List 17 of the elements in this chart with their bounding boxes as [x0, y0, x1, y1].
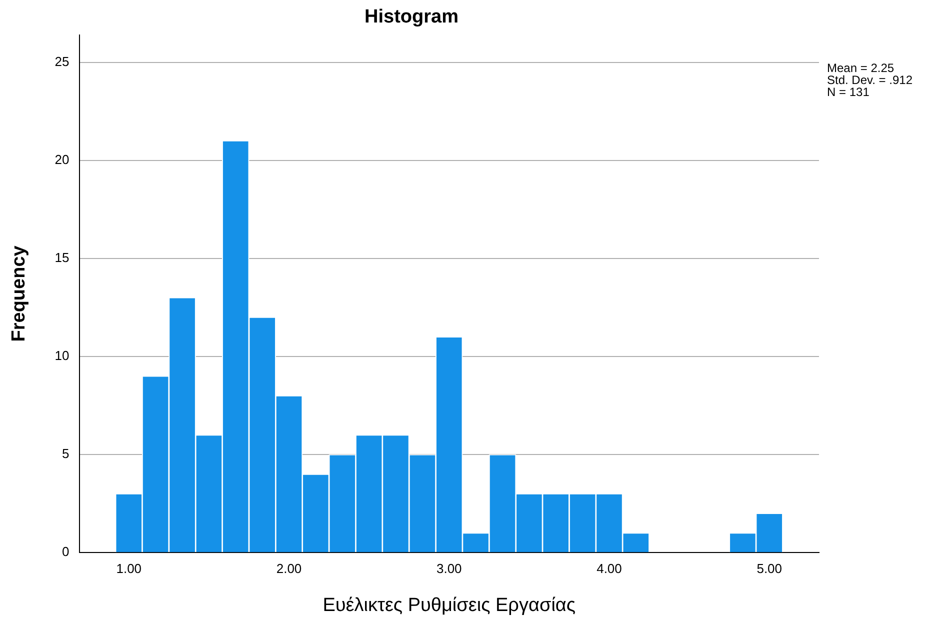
y-tick-label: 5 — [62, 446, 70, 462]
y-axis-title: Frequency — [8, 245, 30, 342]
y-tick-label: 20 — [54, 152, 70, 167]
y-tick-label: 25 — [54, 54, 70, 69]
x-tick-label: 2.00 — [276, 560, 302, 576]
text: Std. Dev. = .912 — [827, 73, 913, 88]
x-tick-label: 5.00 — [756, 560, 782, 576]
y-tick-label: 10 — [54, 348, 70, 364]
x-axis-title: Ευέλικτες Ρυθμίσεις Εργασίας — [322, 594, 576, 616]
x-tick-label: 4.00 — [596, 560, 622, 576]
text: Mean = 2.25 — [827, 61, 894, 76]
x-tick-label: 3.00 — [436, 560, 462, 576]
chart-title: Histogram — [364, 6, 458, 28]
text: N = 131 — [827, 85, 870, 100]
y-tick-label: 15 — [54, 250, 70, 265]
y-tick-label: 0 — [62, 544, 70, 560]
x-tick-label: 1.00 — [116, 560, 142, 576]
